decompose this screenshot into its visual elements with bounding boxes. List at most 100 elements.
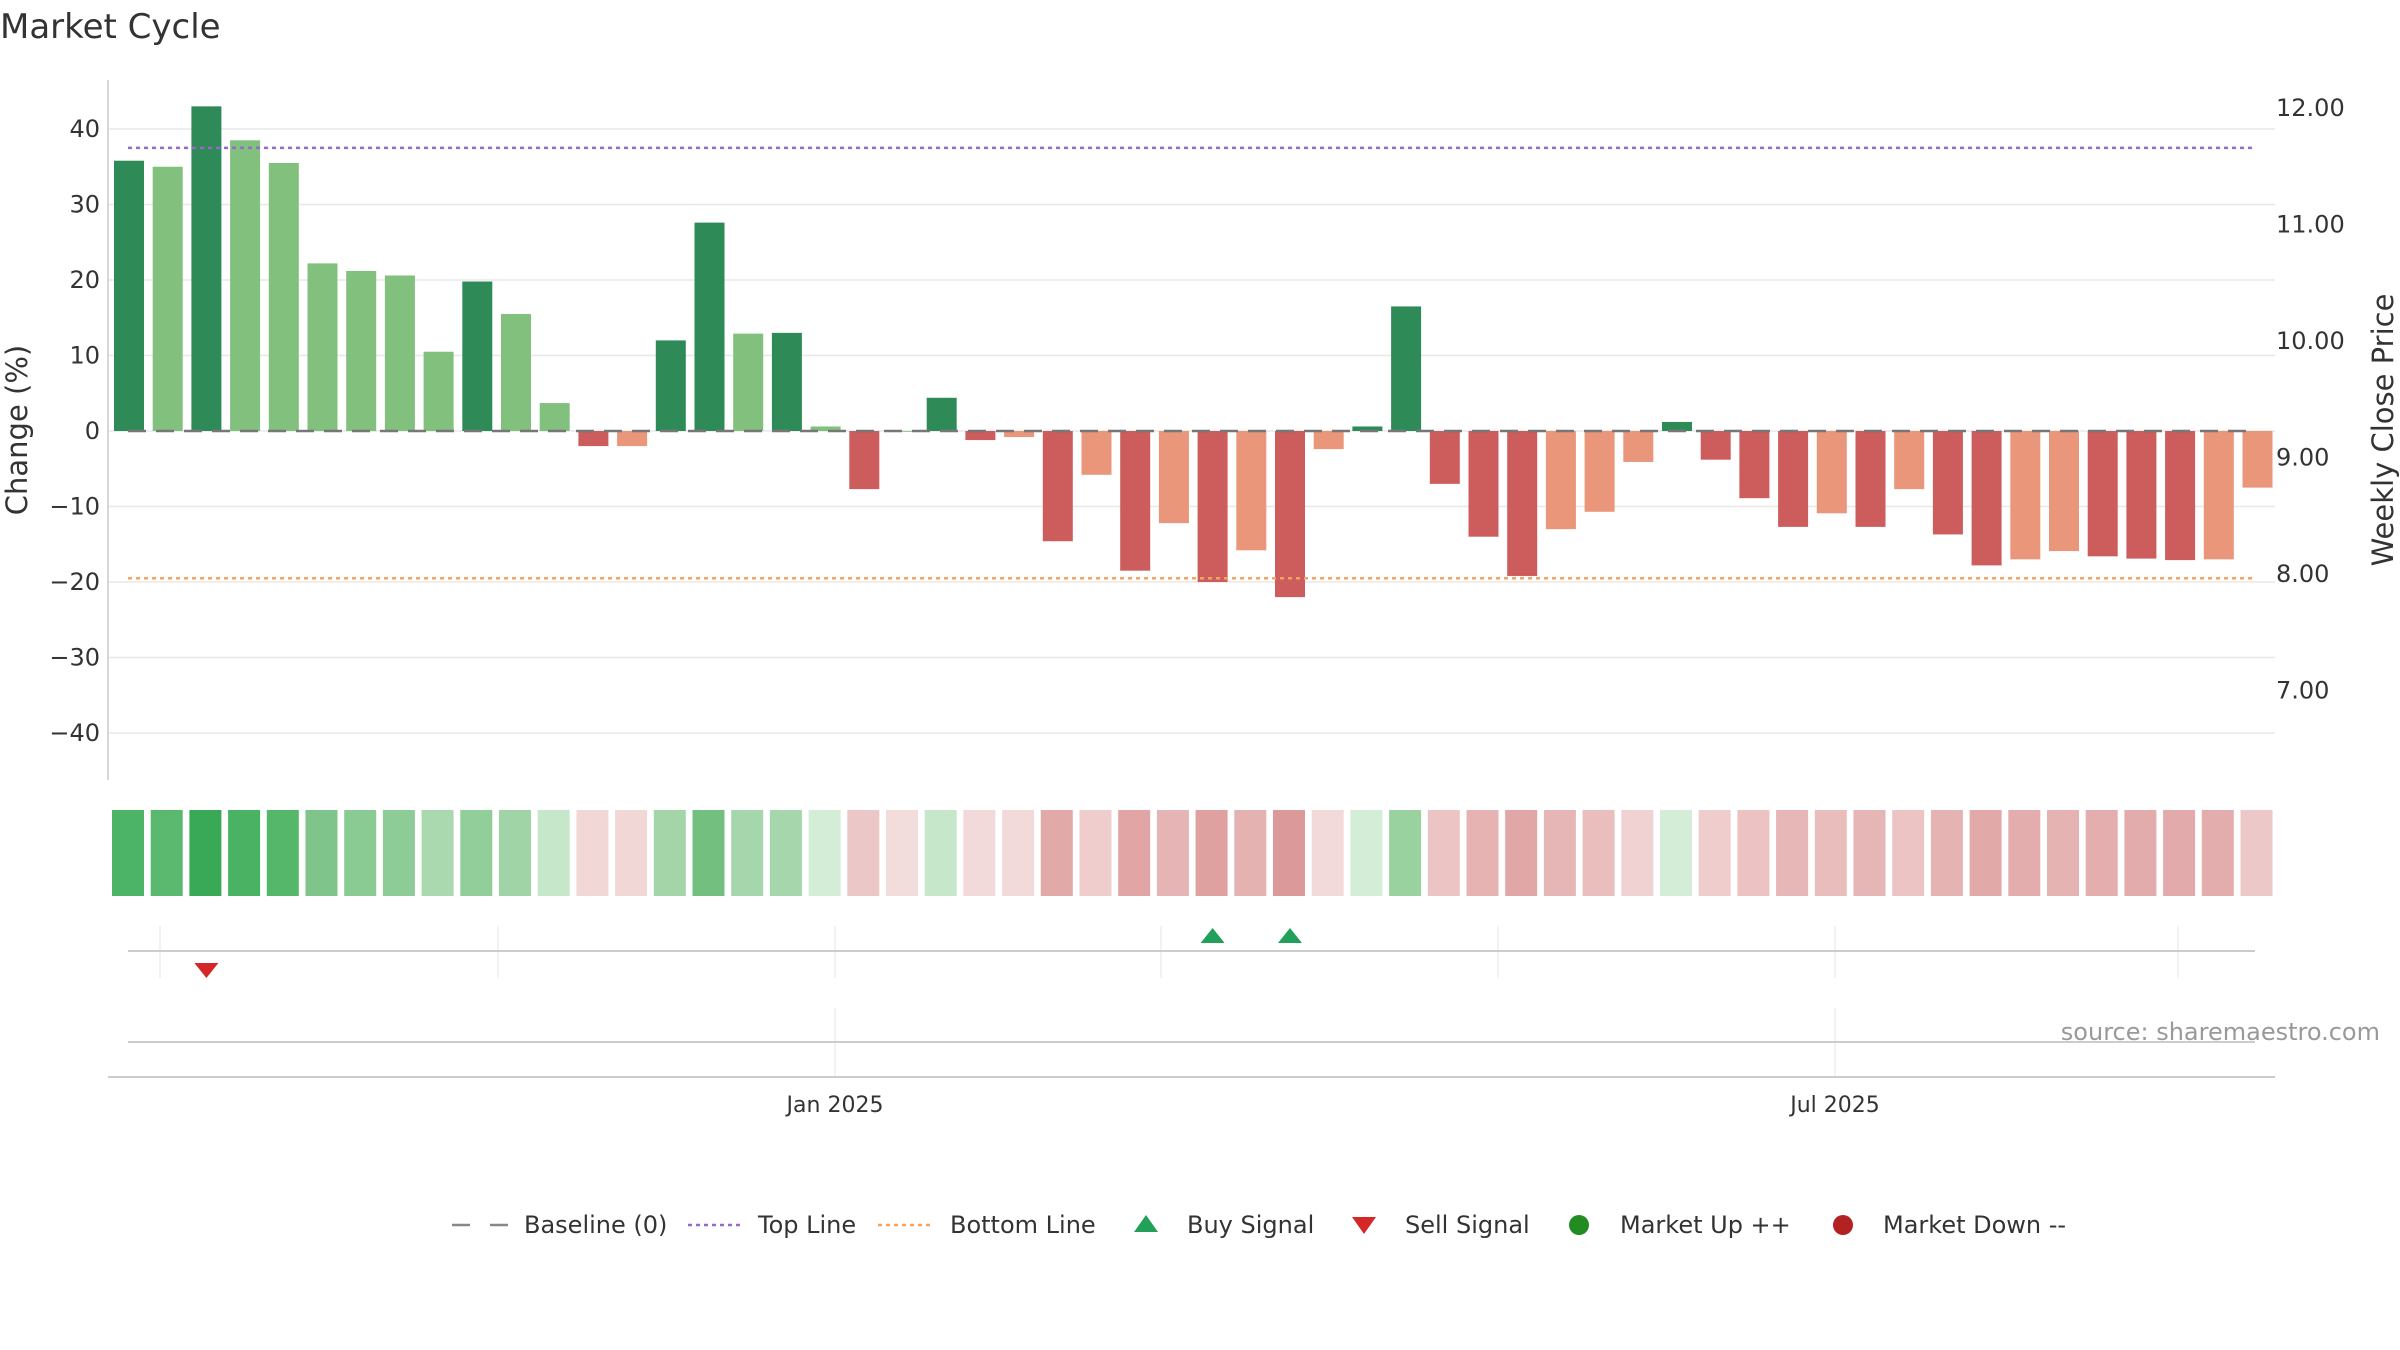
sell-signal-marker [194,963,219,978]
bar [1120,431,1151,571]
cycle-cell [1892,810,1925,896]
bar [1816,431,1847,514]
bar [1081,431,1112,475]
bar [771,332,802,431]
bar [1158,431,1189,524]
cycle-cell [1737,810,1770,896]
y-tick-label-left: 10 [69,342,100,370]
cycle-cell [1543,810,1576,896]
cycle-cell [1156,810,1189,896]
cycle-cell [847,810,880,896]
cycle-cell [150,810,183,896]
legend-label: Top Line [757,1211,856,1239]
y-tick-label-left: −20 [49,568,100,596]
cycle-cell [537,810,570,896]
chart-title: Market Cycle [0,7,221,47]
bar [1004,431,1035,438]
cycle-cell [2240,810,2273,896]
cycle-cell [1079,810,1112,896]
cycle-cell [1234,810,1267,896]
cycle-cell [1195,810,1228,896]
cycle-cell [266,810,299,896]
bar [965,431,996,441]
cycle-cell [2047,810,2079,896]
cycle-cell [2201,810,2234,896]
bar [462,281,493,431]
bar [2126,431,2157,559]
cycle-cell [924,810,957,896]
cycle-cell [2085,810,2118,896]
cycle-cell [2008,810,2041,896]
bar [1507,431,1538,576]
legend-marker-buy [1134,1215,1158,1232]
bar [926,397,957,431]
bar [1391,306,1422,431]
bar [1623,431,1654,462]
cycle-cell [1930,810,1963,896]
cycle-cell [1118,810,1151,896]
legend-label: Market Up ++ [1620,1211,1791,1239]
bar [1468,431,1499,537]
cycle-cell [460,810,493,896]
legend-label: Market Down -- [1883,1211,2066,1239]
x-tick-label: Jan 2025 [785,1093,884,1118]
bar [1429,431,1460,484]
bar [268,162,299,431]
cycle-cell [963,810,996,896]
bar [423,351,454,431]
bar [1894,431,1925,490]
y-tick-label-right: 12.00 [2276,94,2345,122]
bar [346,270,377,431]
cycle-cell [189,810,222,896]
cycle-cell [731,810,764,896]
bar [501,313,531,431]
cycle-cell [576,810,609,896]
y-tick-label-right: 10.00 [2276,327,2345,355]
y-tick-label-left: −30 [49,644,100,672]
bar [1197,431,1228,582]
bar [2165,431,2196,561]
y-tick-label-left: −10 [49,493,100,521]
y-axis-label-left: Change (%) [0,345,34,515]
cycle-cell [886,810,918,896]
cycle-cell [228,810,261,896]
cycle-cell [2163,810,2196,896]
bar [307,263,338,431]
cycle-cell [1311,810,1344,896]
cycle-cell [1660,810,1692,896]
bar [230,140,261,431]
legend-marker-circle [1569,1215,1589,1235]
legend-label: Bottom Line [950,1211,1096,1239]
bar [2049,431,2079,552]
bar [2087,431,2118,557]
bar [539,403,570,431]
cycle-cell [1427,810,1460,896]
cycle-strip [112,810,2273,896]
bar [694,222,725,431]
cycle-cell [382,810,415,896]
cycle-cell [1466,810,1499,896]
bar [2242,431,2273,488]
bar [2203,431,2234,560]
cycle-cell [2124,810,2157,896]
y-tick-label-left: 40 [69,115,100,143]
bar [1352,426,1383,431]
y-tick-label-right: 11.00 [2276,211,2345,239]
cycle-cell [1389,810,1422,896]
bar [1855,431,1886,527]
cycle-cell [1698,810,1731,896]
cycle-cell [344,810,377,896]
buy-signal-marker [1200,928,1225,943]
bar [1700,431,1731,460]
legend: Baseline (0) Top Line Bottom Line Buy Signa… [452,1211,2066,1239]
y-axis-label-right: Weekly Close Price [2366,294,2400,567]
bar [1584,431,1615,512]
cycle-cell [692,810,725,896]
cycle-cell [1621,810,1654,896]
cycle-cell [653,810,686,896]
bar [733,333,764,431]
bar [114,160,144,431]
legend-label: Baseline (0) [524,1211,667,1239]
